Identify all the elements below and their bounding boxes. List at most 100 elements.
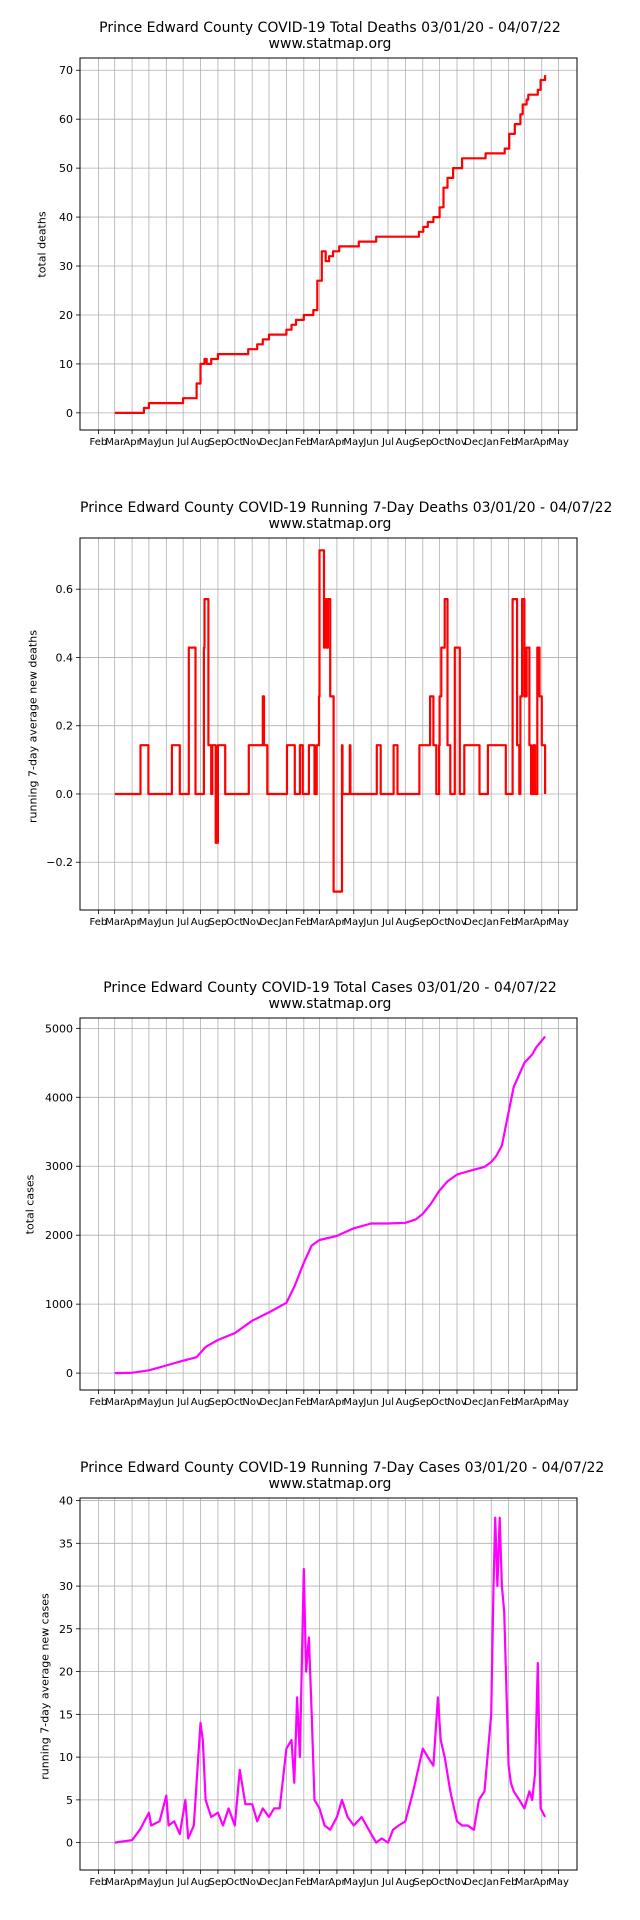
y-tick-label: 25 [59, 1623, 73, 1636]
x-tick-label: Oct [431, 1397, 448, 1408]
x-tick-label: Mar [105, 1397, 125, 1408]
y-tick-label: 30 [59, 1580, 73, 1593]
total-deaths-chart: Prince Edward County COVID-19 Total Deat… [0, 0, 640, 480]
x-tick-label: Apr [123, 437, 141, 448]
x-tick-label: Oct [431, 917, 448, 928]
x-tick-label: Dec [464, 917, 483, 928]
y-tick-label: 10 [59, 358, 73, 371]
x-tick-label: Dec [259, 437, 278, 448]
chart-subtitle: www.statmap.org [268, 996, 392, 1012]
x-tick-label: Dec [464, 437, 483, 448]
y-tick-label: 20 [59, 1666, 73, 1679]
x-tick-label: Jun [158, 437, 175, 448]
x-tick-label: Jun [362, 1877, 379, 1888]
plot-frame [79, 1497, 578, 1871]
x-tick-label: May [139, 1877, 160, 1888]
x-tick-label: Jul [176, 1397, 189, 1408]
y-tick-label: 0.4 [56, 651, 74, 664]
total-cases-chart: Prince Edward County COVID-19 Total Case… [0, 960, 640, 1440]
x-tick-label: Sep [209, 1397, 228, 1408]
x-tick-label: Mar [310, 1877, 330, 1888]
x-tick-label: Mar [105, 917, 125, 928]
x-tick-label: Oct [226, 1397, 243, 1408]
y-tick-label: 1000 [45, 1298, 73, 1311]
y-tick-label: 10 [59, 1751, 73, 1764]
x-tick-label: Sep [209, 917, 228, 928]
series-line [114, 1516, 547, 1844]
y-tick-label: 0.0 [56, 788, 74, 801]
x-tick-label: Nov [242, 1397, 262, 1408]
x-tick-label: Mar [515, 437, 535, 448]
x-tick-label: Oct [226, 1877, 243, 1888]
x-tick-label: Oct [226, 917, 243, 928]
x-tick-label: Apr [533, 1877, 551, 1888]
x-tick-label: Jul [381, 437, 394, 448]
x-tick-label: Aug [396, 437, 416, 448]
x-tick-label: May [343, 437, 364, 448]
plot-frame [79, 1017, 578, 1391]
x-tick-label: Jul [381, 917, 394, 928]
chart-subtitle: www.statmap.org [268, 516, 392, 532]
x-tick-label: Sep [413, 1397, 432, 1408]
x-tick-label: May [139, 1397, 160, 1408]
x-tick-label: Apr [328, 1877, 346, 1888]
x-tick-label: Aug [191, 1397, 211, 1408]
y-tick-label: 15 [59, 1708, 73, 1721]
x-tick-label: Feb [295, 1397, 313, 1408]
x-tick-label: Jan [278, 437, 294, 448]
y-tick-label: 3000 [45, 1160, 73, 1173]
x-tick-label: Apr [533, 437, 551, 448]
x-tick-label: Sep [413, 437, 432, 448]
x-tick-label: Apr [328, 1397, 346, 1408]
x-tick-label: Apr [123, 1877, 141, 1888]
x-tick-label: Mar [105, 437, 125, 448]
y-tick-label: 50 [59, 162, 73, 175]
x-tick-label: Aug [191, 917, 211, 928]
chart-subtitle: www.statmap.org [268, 36, 392, 52]
x-tick-label: Dec [259, 1877, 278, 1888]
x-tick-label: Dec [259, 917, 278, 928]
x-tick-label: Jun [158, 917, 175, 928]
x-tick-label: May [343, 1877, 364, 1888]
x-tick-label: Dec [464, 1397, 483, 1408]
y-tick-label: 5 [66, 1794, 73, 1807]
x-tick-label: Jan [483, 1397, 499, 1408]
y-tick-label: 70 [59, 64, 73, 77]
x-tick-label: Oct [431, 437, 448, 448]
x-tick-label: Apr [533, 917, 551, 928]
x-tick-label: May [548, 917, 569, 928]
x-tick-label: Aug [191, 1877, 211, 1888]
x-tick-label: Mar [515, 1397, 535, 1408]
y-tick-label: 0 [66, 1837, 73, 1850]
x-tick-label: Feb [90, 917, 108, 928]
x-tick-label: May [139, 437, 160, 448]
plot-frame [79, 57, 578, 431]
x-tick-label: Dec [464, 1877, 483, 1888]
x-tick-label: Nov [242, 1877, 262, 1888]
y-tick-label: 30 [59, 260, 73, 273]
series-line [114, 75, 547, 414]
x-tick-label: Dec [259, 1397, 278, 1408]
x-tick-label: Nov [447, 917, 467, 928]
y-tick-label: 35 [59, 1537, 73, 1550]
x-tick-label: Jul [381, 1877, 394, 1888]
x-tick-label: Jan [278, 1877, 294, 1888]
x-tick-label: Jun [362, 917, 379, 928]
x-tick-label: Feb [500, 437, 518, 448]
x-tick-label: Feb [90, 437, 108, 448]
x-tick-label: Jul [176, 437, 189, 448]
y-tick-label: 5000 [45, 1022, 73, 1035]
x-tick-label: Aug [396, 1397, 416, 1408]
x-tick-label: Nov [242, 917, 262, 928]
y-tick-label: 60 [59, 113, 73, 126]
x-tick-label: Sep [413, 1877, 432, 1888]
running-cases-chart: Prince Edward County COVID-19 Running 7-… [0, 1440, 640, 1920]
x-tick-label: Jan [483, 917, 499, 928]
x-tick-label: Jan [278, 917, 294, 928]
running-deaths-chart: Prince Edward County COVID-19 Running 7-… [0, 480, 640, 960]
x-tick-label: Sep [209, 437, 228, 448]
x-tick-label: Oct [431, 1877, 448, 1888]
